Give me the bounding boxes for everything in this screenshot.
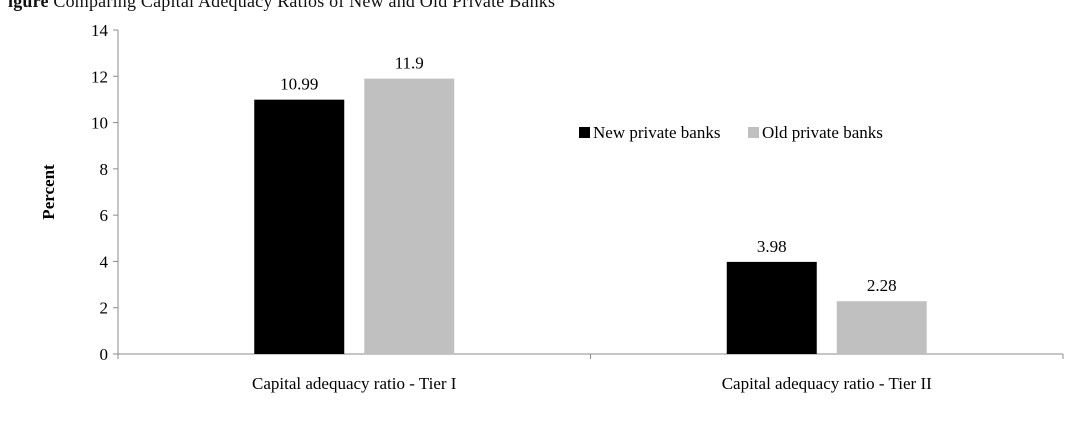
x-category-label: Capital adequacy ratio - Tier I — [252, 374, 457, 393]
bar-value-label: 3.98 — [757, 237, 787, 256]
y-axis-label: Percent — [39, 164, 58, 220]
bar-value-label: 10.99 — [280, 75, 318, 94]
bar-value-label: 2.28 — [867, 276, 897, 295]
bar — [836, 301, 927, 354]
axes: 0 2 4 6 8 10 12 14 Capital adequacy ratio - Tier… — [91, 21, 1064, 393]
legend: New private banks Old private banks — [579, 123, 883, 142]
legend-swatch — [748, 127, 759, 138]
y-tick-label: 10 — [91, 114, 108, 133]
figure-caption: igure Comparing Capital Adequacy Ratios … — [0, 0, 1074, 18]
y-tick-label: 8 — [100, 160, 109, 179]
bar-chart: 0 2 4 6 8 10 12 14 Capital adequacy ratio - Tier… — [39, 21, 1064, 393]
bar-value-label: 11.9 — [395, 54, 424, 73]
caption-text: Comparing Capital Adequacy Ratios of New… — [53, 0, 556, 11]
x-category-label: Capital adequacy ratio - Tier II — [722, 374, 932, 393]
y-tick-label: 14 — [91, 21, 109, 40]
bar — [364, 78, 455, 354]
legend-swatch — [579, 127, 590, 138]
data-labels: 10.99 11.9 3.98 2.28 — [280, 54, 897, 296]
chart-frame: 0 2 4 6 8 10 12 14 Capital adequacy ratio - Tier… — [6, 14, 1070, 420]
y-tick-label: 12 — [91, 67, 108, 86]
y-tick-label: 6 — [100, 206, 109, 225]
caption-prefix: igure — [8, 0, 49, 11]
bar — [254, 99, 345, 354]
y-tick-label: 2 — [100, 299, 109, 318]
legend-label: New private banks — [593, 123, 720, 142]
y-tick-label: 0 — [100, 345, 109, 364]
legend-label: Old private banks — [762, 123, 883, 142]
bar — [726, 261, 817, 354]
y-tick-label: 4 — [100, 252, 109, 271]
bars — [254, 78, 927, 354]
